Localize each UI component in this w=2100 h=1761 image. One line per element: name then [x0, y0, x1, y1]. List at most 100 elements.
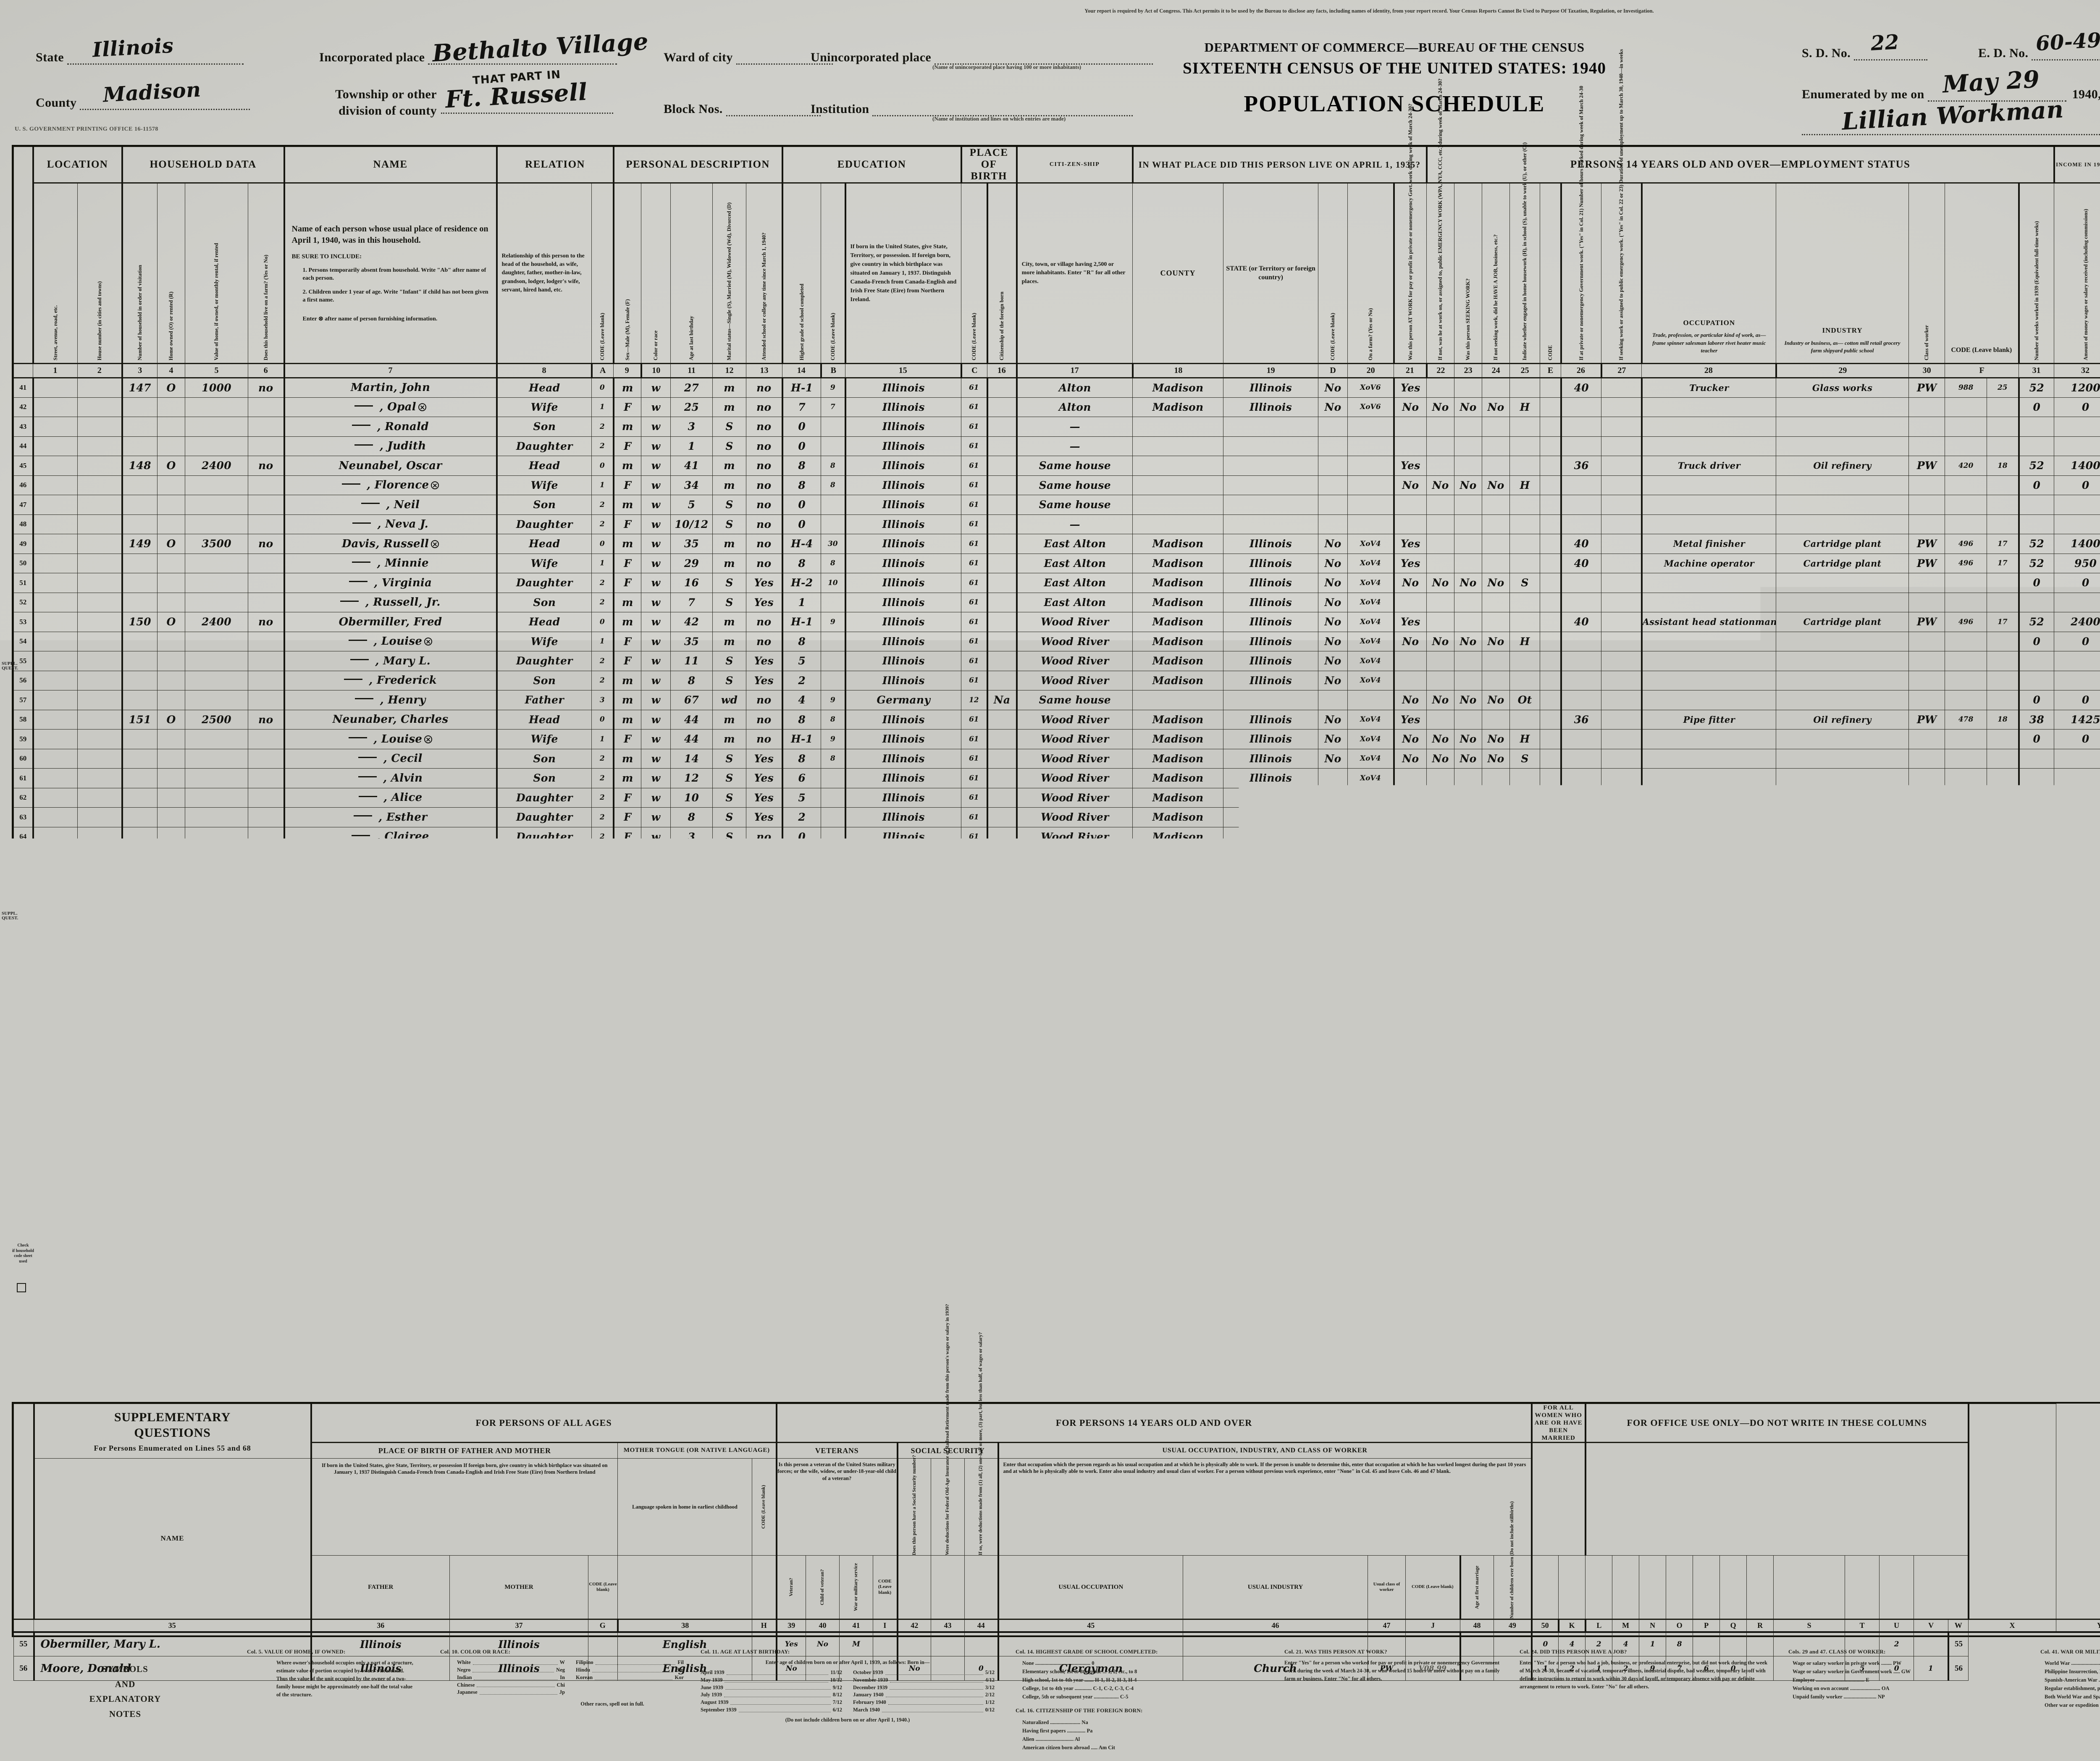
- cell-code-f2[interactable]: 61: [1987, 944, 2019, 964]
- cell-emp-private[interactable]: [1394, 436, 1427, 456]
- cell-emp-havejob[interactable]: [1482, 769, 1510, 788]
- cell-occupation[interactable]: [1642, 847, 1776, 866]
- cell-birthplace[interactable]: Illinois: [845, 612, 961, 632]
- cell-home-owned[interactable]: O: [158, 1042, 185, 1062]
- cell-code-a[interactable]: 1: [592, 632, 614, 651]
- cell-marital[interactable]: m: [713, 1061, 746, 1081]
- cell-farm[interactable]: no: [248, 534, 284, 554]
- cell-wages[interactable]: [2054, 593, 2100, 612]
- cell-hours[interactable]: 40: [1561, 378, 1601, 398]
- cell-industry[interactable]: [1776, 808, 1909, 827]
- cell-hours[interactable]: [1561, 886, 1601, 905]
- cell-emp-havejob[interactable]: No: [1482, 749, 1510, 769]
- cell-house-number[interactable]: [78, 769, 122, 788]
- cell-occupation[interactable]: [1642, 593, 1776, 612]
- cell-res-farm[interactable]: [1318, 436, 1348, 456]
- cell-industry[interactable]: [1776, 1061, 1909, 1081]
- cell-emp-private[interactable]: [1394, 788, 1427, 808]
- cell-person-name[interactable]: , Ronald: [284, 417, 497, 437]
- cell-person-name[interactable]: Martin, John: [284, 378, 497, 398]
- cell-grade[interactable]: 2: [782, 671, 821, 690]
- cell-emp-public[interactable]: [1427, 436, 1454, 456]
- cell-home-owned[interactable]: [158, 632, 185, 651]
- cell-code-a[interactable]: 2: [592, 808, 614, 827]
- cell-home-value[interactable]: 2400: [185, 612, 248, 632]
- cell-code-f2[interactable]: [1987, 788, 2019, 808]
- cell-res-code[interactable]: XoV6: [1348, 944, 1394, 964]
- cell-class-worker[interactable]: [1909, 671, 1945, 690]
- cell-code-b[interactable]: [821, 944, 845, 964]
- cell-grade[interactable]: 8: [782, 456, 821, 476]
- cell-emp-nowork[interactable]: [1510, 417, 1540, 437]
- cell-hours[interactable]: 40: [1561, 534, 1601, 554]
- cell-attended-school[interactable]: no: [746, 612, 782, 632]
- cell-farm[interactable]: [248, 1061, 284, 1081]
- cell-emp-seeking[interactable]: No: [1454, 397, 1482, 417]
- cell-weeks-worked[interactable]: [2019, 514, 2054, 534]
- cell-code-c[interactable]: 66: [961, 1139, 987, 1159]
- table-row[interactable]: 59 , Louise Wife 1 Fw 44 m no H-1 9 Illinois 61 Woo…: [14, 730, 2100, 749]
- cell-code-c[interactable]: [961, 1022, 987, 1042]
- cell-res-county[interactable]: Madison: [1133, 593, 1223, 612]
- cell-code-a[interactable]: 0: [592, 1120, 614, 1140]
- cell-res-county[interactable]: Madison: [1133, 710, 1223, 730]
- cell-grade[interactable]: 0: [782, 417, 821, 437]
- cell-emp-private[interactable]: No: [1394, 1139, 1427, 1159]
- cell-industry[interactable]: [1776, 671, 1909, 690]
- cell-res-city[interactable]: Wood River: [1017, 749, 1133, 769]
- table-row[interactable]: 64 , Clairee Daughter 2 Fw 3 Sno 0 Illinois 61 Wo…: [14, 827, 2100, 847]
- cell-house-number[interactable]: [78, 808, 122, 827]
- cell-relation[interactable]: Head: [497, 612, 592, 632]
- cell-wages[interactable]: [2054, 827, 2100, 847]
- cell-weeks-worked[interactable]: [2019, 769, 2054, 788]
- cell-code-c[interactable]: 66: [961, 964, 987, 984]
- cell-sex[interactable]: F: [614, 436, 641, 456]
- cell-hours[interactable]: [1561, 436, 1601, 456]
- cell-home-owned[interactable]: [158, 964, 185, 984]
- cell-res-county[interactable]: Madison: [1133, 671, 1223, 690]
- cell-code-b[interactable]: [821, 632, 845, 651]
- cell-res-county[interactable]: Greene: [1133, 1100, 1223, 1120]
- cell-emp-havejob[interactable]: [1482, 1120, 1510, 1140]
- cell-res-code[interactable]: XoV4: [1348, 710, 1394, 730]
- cell-sex[interactable]: F: [614, 554, 641, 573]
- cell-attended-school[interactable]: no: [746, 1081, 782, 1101]
- cell-duration[interactable]: [1601, 397, 1642, 417]
- table-row[interactable]: 70 , Alma Wife 1 Fw 28 m no H-4 Illinois 61 Same p…: [14, 944, 2100, 964]
- cell-emp-nowork[interactable]: U: [1510, 847, 1540, 866]
- cell-industry[interactable]: Oil refinery: [1776, 456, 1909, 476]
- cell-class-worker[interactable]: [1909, 788, 1945, 808]
- cell-marital[interactable]: S: [713, 964, 746, 984]
- cell-res-city[interactable]: Wood River: [1017, 671, 1133, 690]
- cell-household-order[interactable]: 154: [122, 983, 158, 1003]
- cell-emp-public[interactable]: No: [1427, 632, 1454, 651]
- cell-sex[interactable]: F: [614, 1139, 641, 1159]
- cell-emp-public[interactable]: [1427, 456, 1454, 476]
- cell-relation[interactable]: Son: [497, 593, 592, 612]
- cell-race[interactable]: w: [641, 554, 671, 573]
- cell-res-city[interactable]: Alton: [1017, 378, 1133, 398]
- cell-code-f[interactable]: [1945, 417, 1987, 437]
- cell-code-e[interactable]: [1540, 573, 1561, 593]
- cell-emp-seeking[interactable]: Yes: [1454, 1139, 1482, 1159]
- cell-house-number[interactable]: [78, 827, 122, 847]
- cell-household-order[interactable]: [122, 573, 158, 593]
- cell-duration[interactable]: [1601, 886, 1642, 905]
- cell-hours[interactable]: [1561, 690, 1601, 710]
- cell-relation[interactable]: Head: [497, 847, 592, 866]
- cell-emp-havejob[interactable]: [1482, 671, 1510, 690]
- cell-emp-private[interactable]: Yes: [1394, 944, 1427, 964]
- cell-code-b[interactable]: 10: [821, 573, 845, 593]
- cell-home-owned[interactable]: [158, 1022, 185, 1042]
- cell-birthplace[interactable]: Illinois: [845, 417, 961, 437]
- cell-grade[interactable]: 8: [782, 847, 821, 866]
- cell-emp-nowork[interactable]: [1510, 710, 1540, 730]
- cell-res-county[interactable]: Madison: [1133, 612, 1223, 632]
- cell-sex[interactable]: F: [614, 1100, 641, 1120]
- cell-emp-nowork[interactable]: H: [1510, 632, 1540, 651]
- cell-home-value[interactable]: 1550: [185, 1081, 248, 1101]
- cell-code-e[interactable]: [1540, 749, 1561, 769]
- cell-class-worker[interactable]: [1909, 769, 1945, 788]
- cell-person-name[interactable]: Obermiller, Fred: [284, 612, 497, 632]
- cell-res-county[interactable]: Madison: [1133, 378, 1223, 398]
